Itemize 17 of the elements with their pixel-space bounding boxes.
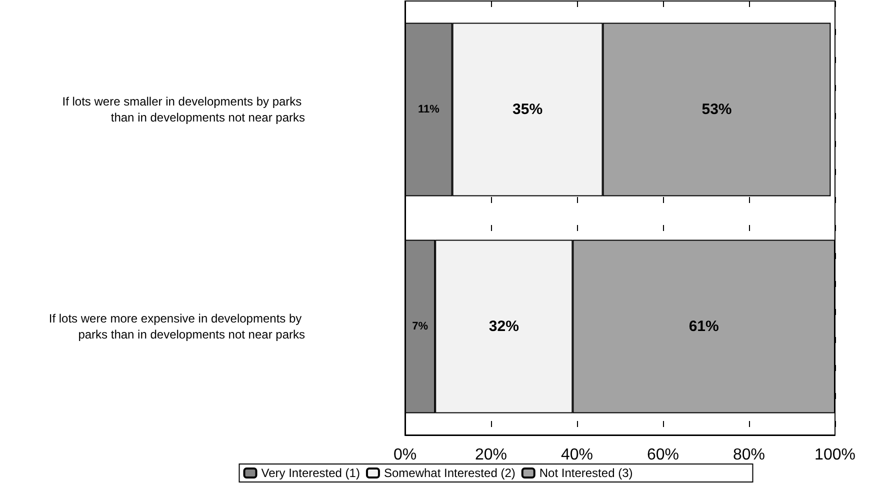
x-tick-label: 60% bbox=[646, 446, 680, 464]
x-tick-label: 100% bbox=[814, 446, 856, 464]
data-label: 53% bbox=[702, 101, 732, 118]
data-label: 61% bbox=[688, 318, 719, 335]
legend-label: Very Interested (1) bbox=[261, 466, 360, 480]
data-label: 32% bbox=[488, 318, 519, 335]
y-tick-label: If lots were smaller in developments by parks than in developments not near parks bbox=[62, 94, 305, 124]
data-label: 35% bbox=[512, 101, 543, 118]
legend-label: Not Interested (3) bbox=[539, 466, 633, 480]
data-label: 7% bbox=[412, 320, 428, 332]
x-tick-label: 20% bbox=[474, 446, 508, 464]
legend-label: Somewhat Interested (2) bbox=[384, 466, 516, 480]
x-tick-label: 40% bbox=[560, 446, 594, 464]
x-tick-label: 80% bbox=[732, 446, 766, 464]
data-label: 11% bbox=[418, 104, 440, 116]
x-tick-label: 0% bbox=[393, 446, 417, 464]
y-tick-label: If lots were more expensive in developments by parks than in developments not near parks bbox=[48, 312, 305, 342]
